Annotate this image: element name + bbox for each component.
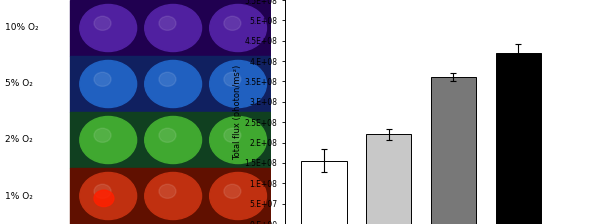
Circle shape bbox=[80, 116, 136, 164]
Circle shape bbox=[224, 72, 241, 86]
Text: 2% O₂: 2% O₂ bbox=[5, 136, 33, 144]
Circle shape bbox=[224, 184, 241, 198]
Circle shape bbox=[145, 172, 201, 220]
Bar bbox=[70, 0, 271, 56]
Y-axis label: Total flux (photon/ms²): Total flux (photon/ms²) bbox=[233, 64, 242, 160]
Circle shape bbox=[224, 128, 241, 142]
Circle shape bbox=[94, 190, 114, 207]
Circle shape bbox=[94, 16, 111, 30]
Circle shape bbox=[145, 60, 201, 108]
Circle shape bbox=[80, 4, 136, 52]
Circle shape bbox=[159, 128, 176, 142]
Bar bbox=[366, 134, 411, 224]
Circle shape bbox=[94, 128, 111, 142]
Circle shape bbox=[210, 116, 266, 164]
Bar bbox=[70, 168, 271, 224]
Bar bbox=[70, 56, 271, 112]
Circle shape bbox=[159, 184, 176, 198]
Bar bbox=[496, 53, 541, 224]
Circle shape bbox=[159, 72, 176, 86]
Circle shape bbox=[80, 172, 136, 220]
Circle shape bbox=[210, 60, 266, 108]
Bar bbox=[70, 112, 271, 168]
Text: 10% O₂: 10% O₂ bbox=[5, 24, 39, 32]
Circle shape bbox=[159, 16, 176, 30]
Circle shape bbox=[94, 184, 111, 198]
Circle shape bbox=[210, 4, 266, 52]
Circle shape bbox=[224, 16, 241, 30]
Text: 1% O₂: 1% O₂ bbox=[5, 192, 33, 200]
Text: 5% O₂: 5% O₂ bbox=[5, 80, 33, 88]
Circle shape bbox=[145, 4, 201, 52]
Bar bbox=[301, 161, 347, 224]
Circle shape bbox=[80, 60, 136, 108]
Circle shape bbox=[94, 72, 111, 86]
Circle shape bbox=[210, 172, 266, 220]
Circle shape bbox=[145, 116, 201, 164]
Bar bbox=[431, 77, 476, 224]
